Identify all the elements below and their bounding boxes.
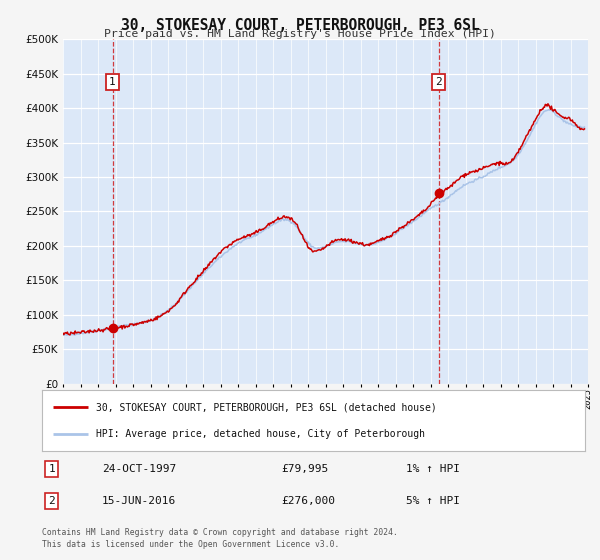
Text: 30, STOKESAY COURT, PETERBOROUGH, PE3 6SL (detached house): 30, STOKESAY COURT, PETERBOROUGH, PE3 6S…: [97, 402, 437, 412]
Text: 5% ↑ HPI: 5% ↑ HPI: [406, 496, 460, 506]
Text: 24-OCT-1997: 24-OCT-1997: [102, 464, 176, 474]
Text: Price paid vs. HM Land Registry's House Price Index (HPI): Price paid vs. HM Land Registry's House …: [104, 29, 496, 39]
Text: HPI: Average price, detached house, City of Peterborough: HPI: Average price, detached house, City…: [97, 429, 425, 439]
Text: 1: 1: [109, 77, 116, 87]
Text: Contains HM Land Registry data © Crown copyright and database right 2024.: Contains HM Land Registry data © Crown c…: [42, 528, 398, 537]
Text: 2: 2: [49, 496, 55, 506]
Text: 1: 1: [49, 464, 55, 474]
Text: £276,000: £276,000: [281, 496, 335, 506]
Text: 2: 2: [435, 77, 442, 87]
Text: 30, STOKESAY COURT, PETERBOROUGH, PE3 6SL: 30, STOKESAY COURT, PETERBOROUGH, PE3 6S…: [121, 18, 479, 33]
Text: 15-JUN-2016: 15-JUN-2016: [102, 496, 176, 506]
Text: 1% ↑ HPI: 1% ↑ HPI: [406, 464, 460, 474]
Text: £79,995: £79,995: [281, 464, 328, 474]
Text: This data is licensed under the Open Government Licence v3.0.: This data is licensed under the Open Gov…: [42, 540, 340, 549]
